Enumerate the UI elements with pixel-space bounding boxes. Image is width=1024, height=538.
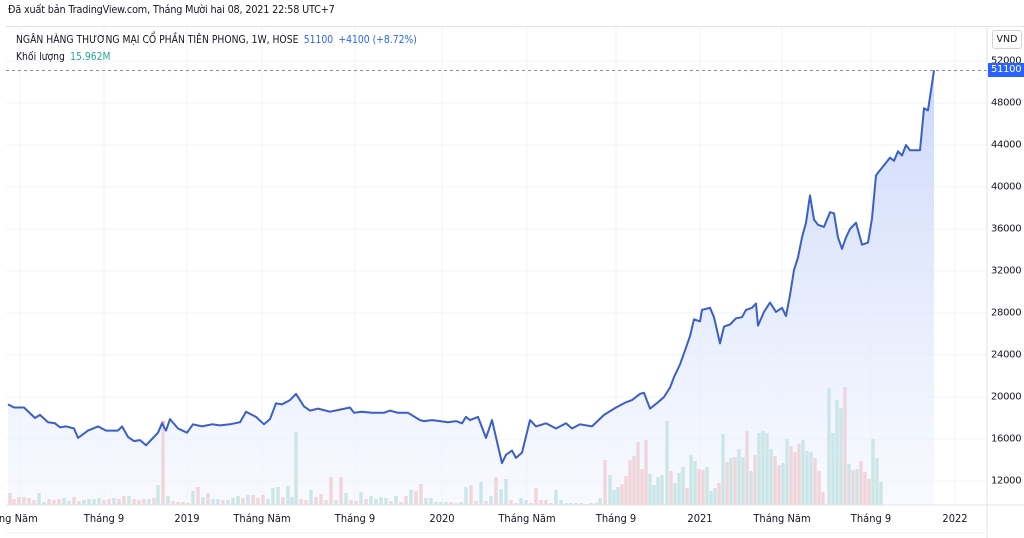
time-tick: 2019 [174,512,200,525]
price-tick: 36000 [991,223,1022,235]
time-tick: ng Năm [0,512,38,525]
legend-last-price: 51100 [303,34,334,46]
price-tick: 48000 [991,97,1022,109]
price-tick: 32000 [991,265,1022,277]
legend-row-volume: Khối lượng 15.962M [16,49,417,66]
chart-legend: NGÂN HÀNG THƯƠNG MẠI CỔ PHẦN TIÊN PHONG,… [16,32,417,66]
time-tick: 2020 [429,512,455,525]
price-tick: 44000 [991,139,1022,151]
time-tick: 2022 [942,512,968,525]
chart-frame [6,26,1024,537]
price-tick: 40000 [991,181,1022,193]
time-tick: Tháng 9 [595,512,637,525]
price-tick: 16000 [991,433,1022,445]
published-note: Đã xuất bản TradingView.com, Tháng Mười … [8,3,335,16]
time-tick: Tháng 9 [334,512,376,525]
time-tick: Tháng Năm [498,512,556,525]
legend-row-symbol: NGÂN HÀNG THƯƠNG MẠI CỔ PHẦN TIÊN PHONG,… [16,32,417,49]
volume-value: 15.962M [70,51,111,63]
price-tick: 28000 [991,307,1022,319]
price-tick: 12000 [991,475,1022,487]
time-tick: Tháng Năm [753,512,811,525]
symbol-title[interactable]: NGÂN HÀNG THƯƠNG MẠI CỔ PHẦN TIÊN PHONG,… [16,34,299,46]
price-tick: 20000 [991,391,1022,403]
last-price-label: 51100 [988,63,1024,78]
time-tick: Tháng 9 [83,512,125,525]
price-tick: 24000 [991,349,1022,361]
legend-change: +4100 (+8.72%) [338,34,417,46]
time-tick: Tháng 9 [850,512,892,525]
volume-label[interactable]: Khối lượng [16,51,65,63]
price-area [8,70,934,506]
time-tick: Tháng Năm [233,512,291,525]
price-tick: 52000 [991,55,1022,67]
price-line [7,70,935,465]
currency-button[interactable]: VND [992,30,1022,49]
time-tick: 2021 [687,512,713,525]
